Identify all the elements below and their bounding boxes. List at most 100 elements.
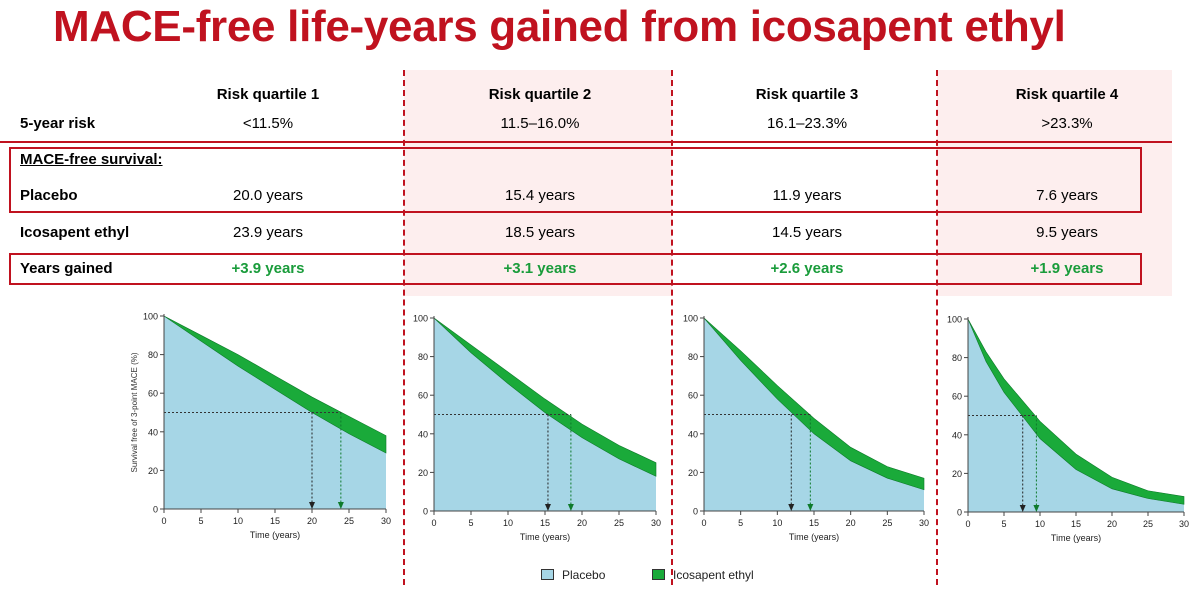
icosapent-median-arrow: [567, 504, 574, 511]
x-axis-label: Time (years): [250, 530, 300, 540]
y-tick-label: 80: [148, 350, 158, 360]
survival-chart-q2: 0 20 40 60 80 100 0 5 10 15 20 25 30 Time (years): [413, 314, 661, 543]
column-divider: [936, 70, 938, 585]
row-label-placebo: Placebo: [20, 187, 78, 204]
icosapent-band: [433, 317, 657, 477]
y-tick-label: 80: [418, 352, 428, 362]
y-tick-label: 60: [688, 391, 698, 401]
placebo-area: [704, 318, 924, 511]
y-tick-label: 20: [688, 468, 698, 478]
icosapent-band: [703, 317, 925, 491]
x-tick-label: 5: [198, 516, 203, 526]
survival-chart-q4: 0 20 40 60 80 100 0 5 10 15 20 25 30 Time (years): [947, 315, 1189, 544]
x-tick-label: 0: [701, 518, 706, 528]
icosapent-median-arrow: [337, 502, 344, 509]
icosapent-value-q2: 18.5 years: [504, 224, 576, 241]
y-tick-label: 0: [957, 508, 962, 518]
page-title: MACE-free life-years gained from icosape…: [53, 2, 1066, 51]
placebo-area: [968, 319, 1184, 512]
x-tick-label: 10: [1035, 519, 1045, 529]
y-tick-label: 100: [683, 314, 698, 324]
placebo-median-arrow: [544, 504, 551, 511]
x-tick-label: 5: [1001, 519, 1006, 529]
risk-value-q1: <11.5%: [242, 115, 294, 132]
column-header-q2: Risk quartile 2: [488, 86, 592, 103]
placebo-value-q4: 7.6 years: [1036, 187, 1098, 204]
icosapent-value-q1: 23.9 years: [232, 224, 304, 241]
placebo-area: [164, 316, 386, 509]
x-tick-label: 15: [1071, 519, 1081, 529]
y-axis-label: Survival free of 3-point MACE (%): [130, 352, 139, 472]
y-tick-label: 40: [952, 430, 962, 440]
legend-swatch-icosapent: [652, 569, 665, 580]
x-tick-label: 30: [381, 516, 391, 526]
x-tick-label: 30: [651, 518, 661, 528]
x-tick-label: 0: [431, 518, 436, 528]
quartile-2-band: [404, 70, 672, 296]
x-tick-label: 15: [809, 518, 819, 528]
y-tick-label: 60: [952, 392, 962, 402]
row-label-icosapent: Icosapent ethyl: [20, 224, 130, 241]
icosapent-median-arrow: [807, 504, 814, 511]
gain-value-q3: +2.6 years: [770, 260, 844, 277]
placebo-value-q3: 11.9 years: [772, 187, 842, 204]
x-tick-label: 30: [919, 518, 929, 528]
risk-value-q2: 11.5–16.0%: [500, 115, 580, 132]
placebo-highlight-box: [9, 147, 1142, 213]
x-tick-label: 25: [882, 518, 892, 528]
x-tick-label: 20: [577, 518, 587, 528]
x-tick-label: 10: [503, 518, 513, 528]
x-tick-label: 20: [307, 516, 317, 526]
x-tick-label: 5: [738, 518, 743, 528]
gain-value-q4: +1.9 years: [1030, 260, 1104, 277]
x-tick-label: 25: [1143, 519, 1153, 529]
gain-value-q2: +3.1 years: [503, 260, 577, 277]
column-header-q1: Risk quartile 1: [216, 86, 320, 103]
y-tick-label: 60: [148, 389, 158, 399]
legend-label-placebo: Placebo: [562, 568, 606, 582]
y-tick-label: 100: [947, 315, 962, 325]
column-header-q4: Risk quartile 4: [1015, 86, 1119, 103]
y-tick-label: 20: [148, 466, 158, 476]
survival-chart-q1: 0 20 40 60 80 100 0 5 10 15 20 25 30 Time (years) Surv…: [130, 312, 391, 541]
y-tick-label: 100: [143, 312, 158, 322]
column-divider: [403, 70, 405, 585]
icosapent-band: [967, 318, 1185, 505]
x-tick-label: 20: [1107, 519, 1117, 529]
risk-value-q4: >23.3%: [1041, 115, 1093, 132]
column-divider: [671, 70, 673, 585]
risk-value-q3: 16.1–23.3%: [766, 115, 848, 132]
survival-chart-q3: 0 20 40 60 80 100 0 5 10 15 20 25 30 Time (years): [683, 314, 929, 543]
x-axis-label: Time (years): [1051, 533, 1101, 543]
row-label-risk: 5-year risk: [20, 115, 96, 132]
y-tick-label: 40: [418, 429, 428, 439]
y-tick-label: 20: [952, 469, 962, 479]
placebo-value-q1: 20.0 years: [232, 187, 304, 204]
y-tick-label: 100: [413, 314, 428, 324]
y-tick-label: 80: [952, 353, 962, 363]
x-tick-label: 25: [614, 518, 624, 528]
placebo-area: [434, 318, 656, 511]
y-tick-label: 80: [688, 352, 698, 362]
header-divider: [0, 141, 1172, 143]
y-tick-label: 40: [688, 429, 698, 439]
placebo-median-arrow: [788, 504, 795, 511]
y-tick-label: 0: [693, 507, 698, 517]
x-tick-label: 25: [344, 516, 354, 526]
x-tick-label: 0: [965, 519, 970, 529]
legend-swatch-placebo: [541, 569, 554, 580]
y-tick-label: 0: [153, 505, 158, 515]
quartile-4-band: [937, 70, 1172, 296]
x-axis-label: Time (years): [789, 532, 839, 542]
y-tick-label: 20: [418, 468, 428, 478]
placebo-value-q2: 15.4 years: [504, 187, 576, 204]
x-tick-label: 10: [233, 516, 243, 526]
y-tick-label: 60: [418, 391, 428, 401]
placebo-median-arrow: [309, 502, 315, 509]
icosapent-value-q4: 9.5 years: [1036, 224, 1098, 241]
x-axis-label: Time (years): [520, 532, 570, 542]
placebo-median-arrow: [1019, 505, 1026, 512]
row-label-years-gained: Years gained: [20, 260, 113, 277]
section-label-mace-free: MACE-free survival:: [20, 151, 163, 168]
x-tick-label: 5: [468, 518, 473, 528]
